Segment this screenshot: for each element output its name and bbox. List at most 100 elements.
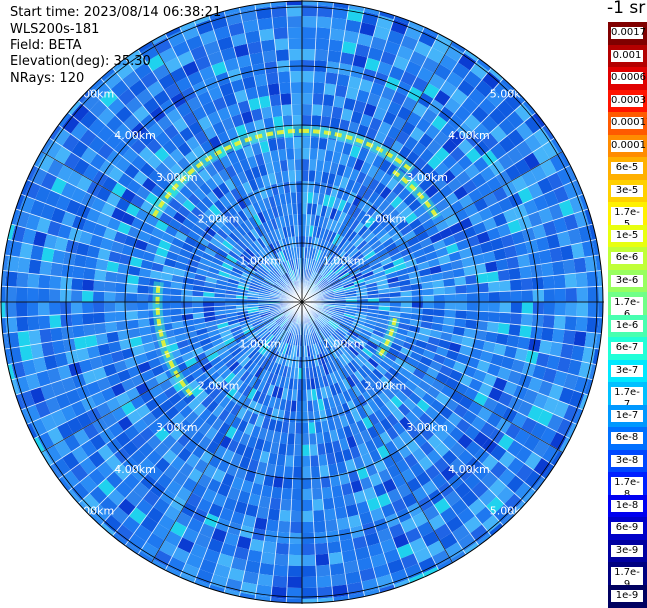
- beta-cell: [341, 549, 357, 563]
- beta-cell: [399, 430, 413, 445]
- beta-cell: [184, 356, 198, 368]
- beta-cell: [336, 73, 350, 87]
- beta-cell: [338, 324, 350, 332]
- beta-cell: [345, 503, 359, 518]
- beta-cell: [325, 362, 334, 374]
- beta-cell: [228, 567, 245, 582]
- beta-cell: [236, 406, 248, 420]
- beta-cell: [262, 440, 273, 453]
- beta-cell: [318, 279, 328, 289]
- beta-cell: [543, 396, 559, 414]
- beta-cell: [431, 322, 444, 332]
- beta-cell: [217, 321, 229, 330]
- beta-cell: [576, 287, 588, 302]
- beta-cell: [321, 352, 329, 364]
- beta-cell: [371, 383, 383, 396]
- beta-cell: [321, 105, 333, 118]
- beta-cell: [524, 133, 542, 153]
- beta-cell: [344, 287, 356, 293]
- beta-cell: [313, 320, 320, 331]
- beta-cell: [289, 521, 302, 534]
- beta-cell: [488, 291, 500, 302]
- beta-cell: [373, 25, 391, 41]
- beta-cell: [406, 236, 420, 248]
- beta-cell: [382, 355, 395, 367]
- beta-cell: [327, 336, 337, 347]
- beta-cell: [433, 497, 451, 515]
- beta-cell: [250, 351, 261, 362]
- beta-cell: [273, 313, 284, 320]
- beta-cell: [493, 81, 512, 100]
- beta-cell: [238, 316, 250, 323]
- beta-cell: [470, 61, 489, 80]
- beta-cell: [573, 330, 587, 347]
- beta-cell: [302, 356, 306, 368]
- beta-cell: [373, 482, 387, 498]
- beta-cell: [345, 290, 357, 296]
- beta-cell: [91, 391, 106, 407]
- beta-cell: [549, 153, 567, 173]
- beta-cell: [248, 375, 258, 388]
- beta-cell: [341, 277, 353, 285]
- beta-cell: [236, 394, 247, 407]
- beta-cell: [412, 101, 428, 118]
- beta-cell: [104, 281, 116, 293]
- beta-cell: [320, 265, 328, 276]
- beta-cell: [308, 170, 316, 182]
- beta-cell: [146, 532, 165, 550]
- beta-cell: [220, 542, 237, 557]
- beta-cell: [314, 421, 323, 434]
- beta-cell: [211, 527, 228, 543]
- beta-cell: [361, 416, 374, 430]
- beta-cell: [329, 259, 339, 270]
- beta-cell: [187, 397, 201, 411]
- beta-cell: [332, 346, 341, 358]
- beta-cell: [232, 364, 244, 376]
- beta-cell: [70, 400, 87, 417]
- beta-cell: [383, 203, 396, 217]
- beta-cell: [521, 289, 534, 302]
- beta-cell: [341, 319, 353, 327]
- beta-cell: [323, 508, 337, 521]
- beta-cell: [417, 379, 432, 393]
- beta-cell: [346, 332, 358, 341]
- beta-cell: [93, 312, 106, 324]
- beta-cell: [378, 297, 391, 302]
- beta-cell: [411, 447, 427, 463]
- beta-cell: [173, 398, 188, 413]
- beta-cell: [339, 538, 355, 552]
- beta-cell: [343, 364, 354, 376]
- beta-cell: [50, 327, 63, 342]
- beta-cell: [272, 475, 284, 488]
- beta-cell: [316, 443, 327, 456]
- beta-cell: [427, 99, 445, 116]
- beta-cell: [527, 182, 544, 200]
- beta-cell: [574, 210, 589, 228]
- beta-cell: [192, 507, 208, 524]
- beta-cell: [432, 279, 445, 289]
- beta-cell: [273, 564, 289, 577]
- beta-cell: [259, 450, 270, 464]
- beta-cell: [212, 431, 225, 445]
- beta-cell: [499, 302, 511, 313]
- beta-cell: [379, 417, 393, 432]
- beta-cell: [428, 514, 446, 531]
- beta-cell: [272, 338, 280, 350]
- beta-cell: [128, 327, 141, 339]
- beta-cell: [497, 322, 510, 335]
- beta-cell: [376, 61, 393, 77]
- beta-cell: [477, 302, 489, 312]
- range-ring-label: 3.00km: [406, 171, 448, 184]
- beta-cell: [392, 182, 405, 196]
- range-ring-label: 1.00km: [323, 254, 365, 267]
- beta-cell: [370, 239, 383, 251]
- beta-cell: [244, 560, 261, 574]
- beta-cell: [231, 476, 245, 491]
- beta-cell: [324, 351, 332, 363]
- beta-cell: [333, 95, 346, 109]
- beta-cell: [366, 387, 379, 400]
- beta-cell: [331, 151, 342, 164]
- beta-cell: [170, 521, 188, 538]
- beta-cell: [384, 76, 401, 91]
- beta-cell: [394, 236, 407, 247]
